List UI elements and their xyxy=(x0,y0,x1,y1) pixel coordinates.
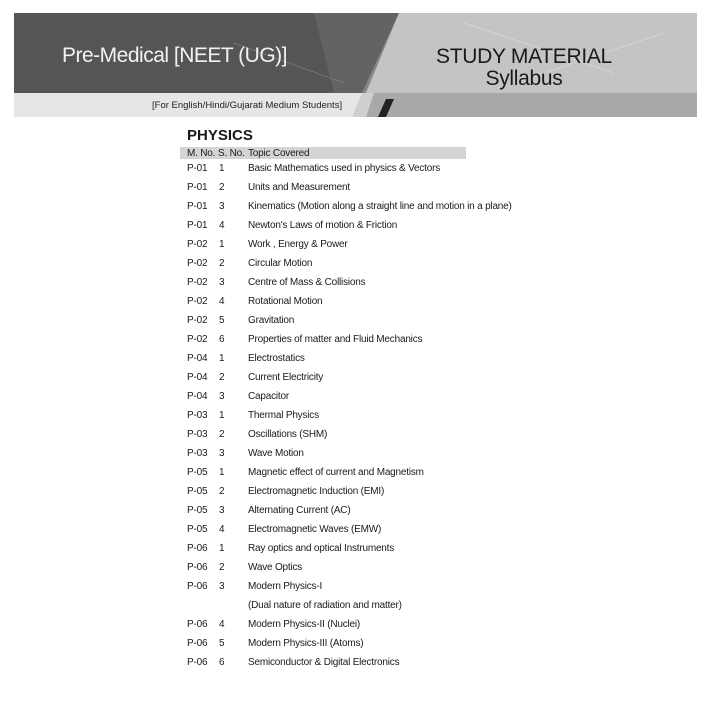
topic: Electromagnetic Induction (EMI) xyxy=(248,486,385,497)
module-no: P-05 xyxy=(187,486,208,497)
serial-no: 3 xyxy=(219,505,225,516)
topic: Thermal Physics xyxy=(248,410,319,421)
topic: Work , Energy & Power xyxy=(248,239,348,250)
study-material-label: STUDY MATERIAL xyxy=(436,45,612,68)
topic: Modern Physics-I xyxy=(248,581,323,592)
column-header-topic: Topic Covered xyxy=(248,148,310,159)
topic: Magnetic effect of current and Magnetism xyxy=(248,467,424,478)
module-no: P-06 xyxy=(187,657,208,668)
topic: (Dual nature of radiation and matter) xyxy=(248,600,402,611)
module-no: P-02 xyxy=(187,296,208,307)
topic: Alternating Current (AC) xyxy=(248,505,351,516)
topic: Centre of Mass & Collisions xyxy=(248,277,366,288)
module-no: P-01 xyxy=(187,220,208,231)
module-no: P-06 xyxy=(187,581,208,592)
topic: Oscillations (SHM) xyxy=(248,429,328,440)
module-no: P-05 xyxy=(187,505,208,516)
module-no: P-06 xyxy=(187,619,208,630)
module-no: P-02 xyxy=(187,239,208,250)
serial-no: 2 xyxy=(219,372,225,383)
module-no: P-04 xyxy=(187,353,208,364)
serial-no: 6 xyxy=(219,657,225,668)
serial-no: 5 xyxy=(219,638,225,649)
module-no: P-05 xyxy=(187,524,208,535)
topic: Electrostatics xyxy=(248,353,305,364)
table-header-band xyxy=(180,147,466,159)
header-banner: Pre-Medical [NEET (UG)] STUDY MATERIAL Sy… xyxy=(14,13,697,117)
serial-no: 1 xyxy=(219,353,225,364)
topic: Modern Physics-III (Atoms) xyxy=(248,638,364,649)
module-no: P-04 xyxy=(187,391,208,402)
module-no: P-03 xyxy=(187,429,208,440)
module-no: P-01 xyxy=(187,163,208,174)
topic: Newton's Laws of motion & Friction xyxy=(248,220,398,231)
topic: Rotational Motion xyxy=(248,296,323,307)
serial-no: 1 xyxy=(219,163,225,174)
topic: Properties of matter and Fluid Mechanics xyxy=(248,334,423,345)
module-no: P-05 xyxy=(187,467,208,478)
medium-note: [For English/Hindi/Gujarati Medium Stude… xyxy=(152,100,343,111)
topic: Basic Mathematics used in physics & Vect… xyxy=(248,163,441,174)
serial-no: 2 xyxy=(219,182,225,193)
module-no: P-02 xyxy=(187,334,208,345)
serial-no: 3 xyxy=(219,581,225,592)
serial-no: 3 xyxy=(219,201,225,212)
module-no: P-03 xyxy=(187,410,208,421)
syllabus-label: Syllabus xyxy=(485,67,563,90)
module-no: P-06 xyxy=(187,543,208,554)
section-title: PHYSICS xyxy=(187,127,253,144)
topic: Kinematics (Motion along a straight line… xyxy=(248,201,512,212)
serial-no: 1 xyxy=(219,543,225,554)
program-title: Pre-Medical [NEET (UG)] xyxy=(62,44,288,67)
banner-graphic xyxy=(14,13,697,117)
topic: Modern Physics-II (Nuclei) xyxy=(248,619,361,630)
topic: Circular Motion xyxy=(248,258,313,269)
serial-no: 4 xyxy=(219,524,225,535)
study-material-title: STUDY MATERIAL Syllabus xyxy=(424,46,624,90)
module-no: P-02 xyxy=(187,277,208,288)
column-header-sno: S. No. xyxy=(218,148,245,159)
serial-no: 2 xyxy=(219,429,225,440)
serial-no: 3 xyxy=(219,448,225,459)
serial-no: 2 xyxy=(219,258,225,269)
serial-no: 1 xyxy=(219,410,225,421)
topic: Gravitation xyxy=(248,315,295,326)
module-no: P-03 xyxy=(187,448,208,459)
module-no: P-06 xyxy=(187,562,208,573)
serial-no: 2 xyxy=(219,486,225,497)
module-no: P-02 xyxy=(187,315,208,326)
module-no: P-04 xyxy=(187,372,208,383)
column-header-mno: M. No. xyxy=(187,148,216,159)
topic: Electromagnetic Waves (EMW) xyxy=(248,524,382,535)
serial-no: 2 xyxy=(219,562,225,573)
serial-no: 3 xyxy=(219,277,225,288)
topic: Semiconductor & Digital Electronics xyxy=(248,657,400,668)
serial-no: 4 xyxy=(219,220,225,231)
serial-no: 6 xyxy=(219,334,225,345)
serial-no: 4 xyxy=(219,296,225,307)
serial-no: 1 xyxy=(219,239,225,250)
module-no: P-06 xyxy=(187,638,208,649)
serial-no: 1 xyxy=(219,467,225,478)
topic: Units and Measurement xyxy=(248,182,350,193)
module-no: P-01 xyxy=(187,201,208,212)
topic: Wave Motion xyxy=(248,448,304,459)
serial-no: 4 xyxy=(219,619,225,630)
topic: Ray optics and optical Instruments xyxy=(248,543,395,554)
module-no: P-02 xyxy=(187,258,208,269)
topic: Wave Optics xyxy=(248,562,303,573)
module-no: P-01 xyxy=(187,182,208,193)
topic: Current Electricity xyxy=(248,372,324,383)
serial-no: 5 xyxy=(219,315,225,326)
serial-no: 3 xyxy=(219,391,225,402)
topic: Capacitor xyxy=(248,391,289,402)
